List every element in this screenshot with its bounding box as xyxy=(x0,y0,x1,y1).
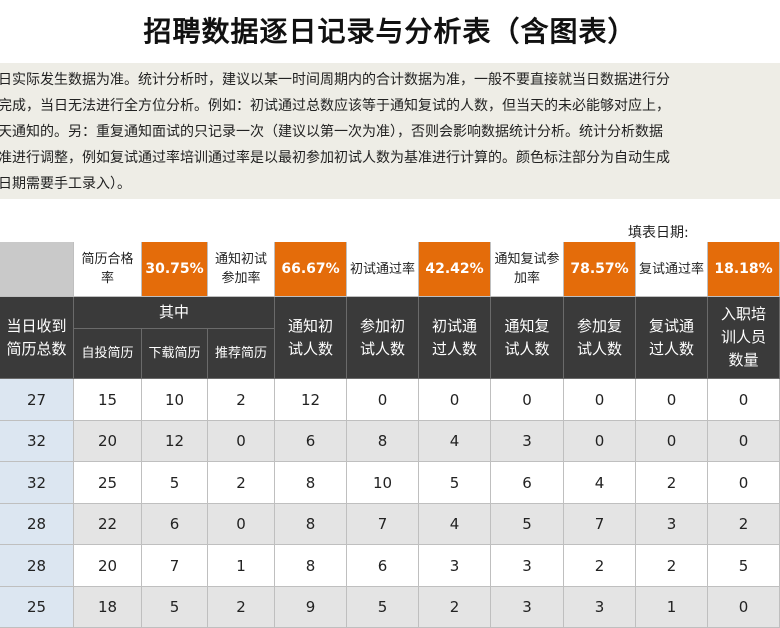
table-cell[interactable]: 0 xyxy=(208,504,275,545)
table-cell[interactable]: 15 xyxy=(74,379,142,421)
table-cell[interactable]: 0 xyxy=(491,379,564,421)
header-col: 通知复试人数 xyxy=(491,297,564,379)
rate-label: 简历合格率 xyxy=(74,242,142,297)
header-referred: 推荐简历 xyxy=(208,329,275,379)
table-cell[interactable]: 2 xyxy=(564,545,636,587)
rate-value: 78.57% xyxy=(564,242,636,297)
table-cell[interactable]: 5 xyxy=(142,587,208,628)
table-cell[interactable]: 3 xyxy=(491,421,564,462)
table-cell[interactable]: 8 xyxy=(275,504,347,545)
table-cell[interactable]: 25 xyxy=(74,462,142,504)
table-cell[interactable]: 2 xyxy=(636,545,708,587)
header-self-submitted: 自投简历 xyxy=(74,329,142,379)
table-cell[interactable]: 0 xyxy=(708,462,780,504)
table-cell[interactable]: 5 xyxy=(491,504,564,545)
table-cell[interactable]: 2 xyxy=(208,587,275,628)
table-cell[interactable]: 6 xyxy=(142,504,208,545)
table-cell[interactable]: 27 xyxy=(0,379,74,421)
table-cell[interactable]: 32 xyxy=(0,462,74,504)
table-cell[interactable]: 2 xyxy=(208,462,275,504)
note-line: 日实际发生数据为准。统计分析时，建议以某一时间周期内的合计数据为准，一般不要直接… xyxy=(0,72,670,88)
header-col: 复试通过人数 xyxy=(636,297,708,379)
table-cell[interactable]: 1 xyxy=(208,545,275,587)
table-cell[interactable]: 8 xyxy=(347,421,419,462)
table-cell[interactable]: 18 xyxy=(74,587,142,628)
table-cell[interactable]: 20 xyxy=(74,421,142,462)
table-cell[interactable]: 22 xyxy=(74,504,142,545)
rate-label: 通知初试参加率 xyxy=(208,242,275,297)
table-cell[interactable]: 3 xyxy=(636,504,708,545)
header-group-label: 其中 xyxy=(74,297,275,329)
header-downloaded: 下载简历 xyxy=(142,329,208,379)
header-col: 参加初试人数 xyxy=(347,297,419,379)
table-cell[interactable]: 8 xyxy=(275,545,347,587)
table-cell[interactable]: 7 xyxy=(142,545,208,587)
table-cell[interactable]: 12 xyxy=(275,379,347,421)
table-cell[interactable]: 10 xyxy=(347,462,419,504)
table-cell[interactable]: 9 xyxy=(275,587,347,628)
table-cell[interactable]: 0 xyxy=(708,421,780,462)
table-cell[interactable]: 6 xyxy=(275,421,347,462)
table-cell[interactable]: 3 xyxy=(564,587,636,628)
table-cell[interactable]: 1 xyxy=(636,587,708,628)
rate-value: 30.75% xyxy=(142,242,208,297)
table-cell[interactable]: 0 xyxy=(564,421,636,462)
table-cell[interactable]: 5 xyxy=(419,462,491,504)
page-title: 招聘数据逐日记录与分析表（含图表） xyxy=(143,15,637,48)
header-total-resumes-text: 当日收到简历总数 xyxy=(6,316,67,358)
note-line: 天通知的。另：重复通知面试的只记录一次（建议以第一次为准），否则会影响数据统计分… xyxy=(0,124,663,140)
instructions-note: 日实际发生数据为准。统计分析时，建议以某一时间周期内的合计数据为准，一般不要直接… xyxy=(0,63,780,199)
rate-value: 18.18% xyxy=(708,242,780,297)
table-cell[interactable]: 0 xyxy=(419,379,491,421)
table-cell[interactable]: 0 xyxy=(208,421,275,462)
table-cell[interactable]: 12 xyxy=(142,421,208,462)
rate-label: 通知复试参加率 xyxy=(491,242,564,297)
table-cell[interactable]: 6 xyxy=(347,545,419,587)
note-line: 完成，当日无法进行全方位分析。例如：初试通过总数应该等于通知复试的人数，但当天的… xyxy=(0,98,670,114)
header-col: 通知初试人数 xyxy=(275,297,347,379)
table-cell[interactable]: 10 xyxy=(142,379,208,421)
header-total-resumes: 当日收到简历总数 xyxy=(0,297,74,379)
table-cell[interactable]: 5 xyxy=(142,462,208,504)
rate-value: 42.42% xyxy=(419,242,491,297)
table-cell[interactable]: 25 xyxy=(0,587,74,628)
table-cell[interactable]: 2 xyxy=(636,462,708,504)
table-cell[interactable]: 7 xyxy=(347,504,419,545)
table-cell[interactable]: 4 xyxy=(419,504,491,545)
table-cell[interactable]: 0 xyxy=(564,379,636,421)
table-cell[interactable]: 5 xyxy=(708,545,780,587)
header-col: 入职培训人员数量 xyxy=(708,297,780,379)
table-cell[interactable]: 3 xyxy=(491,545,564,587)
note-line: 日期需要手工录入）。 xyxy=(0,176,131,192)
table-cell[interactable]: 0 xyxy=(708,587,780,628)
table-cell[interactable]: 3 xyxy=(491,587,564,628)
table-cell[interactable]: 28 xyxy=(0,504,74,545)
table-cell[interactable]: 20 xyxy=(74,545,142,587)
table-cell[interactable]: 0 xyxy=(347,379,419,421)
table-cell[interactable]: 32 xyxy=(0,421,74,462)
table-cell[interactable]: 0 xyxy=(636,379,708,421)
header-col: 初试通过人数 xyxy=(419,297,491,379)
note-line: 准进行调整，例如复试通过率培训通过率是以最初参加初试人数为基准进行计算的。颜色标… xyxy=(0,150,670,166)
table-cell[interactable]: 4 xyxy=(564,462,636,504)
table-cell[interactable]: 6 xyxy=(491,462,564,504)
table-cell[interactable]: 4 xyxy=(419,421,491,462)
rate-label: 初试通过率 xyxy=(347,242,419,297)
fill-date-label: 填表日期: xyxy=(628,225,689,241)
table-cell[interactable]: 8 xyxy=(275,462,347,504)
header-col: 参加复试人数 xyxy=(564,297,636,379)
table-cell[interactable]: 0 xyxy=(708,379,780,421)
table-cell[interactable]: 2 xyxy=(708,504,780,545)
table-cell[interactable]: 2 xyxy=(208,379,275,421)
table-cell[interactable]: 3 xyxy=(419,545,491,587)
table-cell[interactable]: 2 xyxy=(419,587,491,628)
rate-value: 66.67% xyxy=(275,242,347,297)
rate-row-blank xyxy=(0,242,74,297)
table-cell[interactable]: 5 xyxy=(347,587,419,628)
table-cell[interactable]: 28 xyxy=(0,545,74,587)
table-cell[interactable]: 0 xyxy=(636,421,708,462)
table-cell[interactable]: 7 xyxy=(564,504,636,545)
rate-label: 复试通过率 xyxy=(636,242,708,297)
